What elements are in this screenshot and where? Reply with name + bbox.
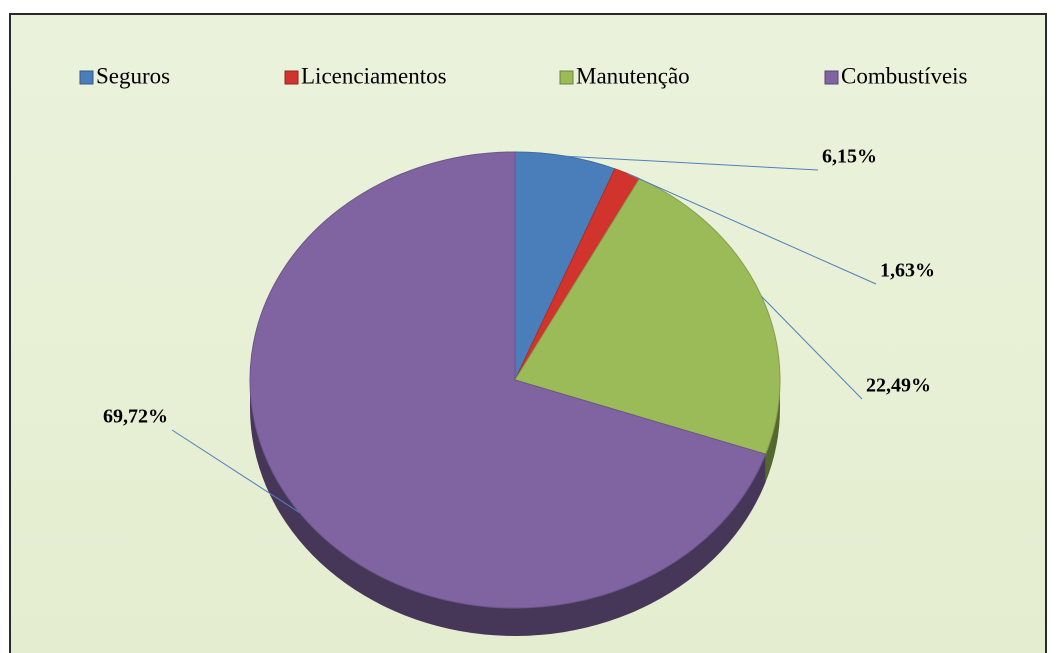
legend-label: Licenciamentos (301, 63, 447, 88)
legend-label: Combustíveis (841, 63, 968, 88)
legend-label: Manutenção (576, 63, 690, 88)
data-label: 22,49% (866, 375, 931, 397)
legend-swatch (284, 70, 299, 85)
slice-side (765, 380, 780, 483)
leader-line (761, 296, 863, 400)
leader-line (565, 155, 819, 171)
leader-line (171, 429, 300, 513)
legend-swatch (824, 70, 839, 85)
data-label: 6,15% (822, 146, 877, 168)
legend-swatch (79, 70, 94, 85)
data-label: 1,63% (880, 260, 935, 282)
legend-swatch (559, 70, 574, 85)
slice (514, 178, 781, 455)
leader-line (627, 173, 877, 285)
legend-label: Seguros (96, 63, 170, 88)
data-label: 69,72% (103, 406, 168, 428)
